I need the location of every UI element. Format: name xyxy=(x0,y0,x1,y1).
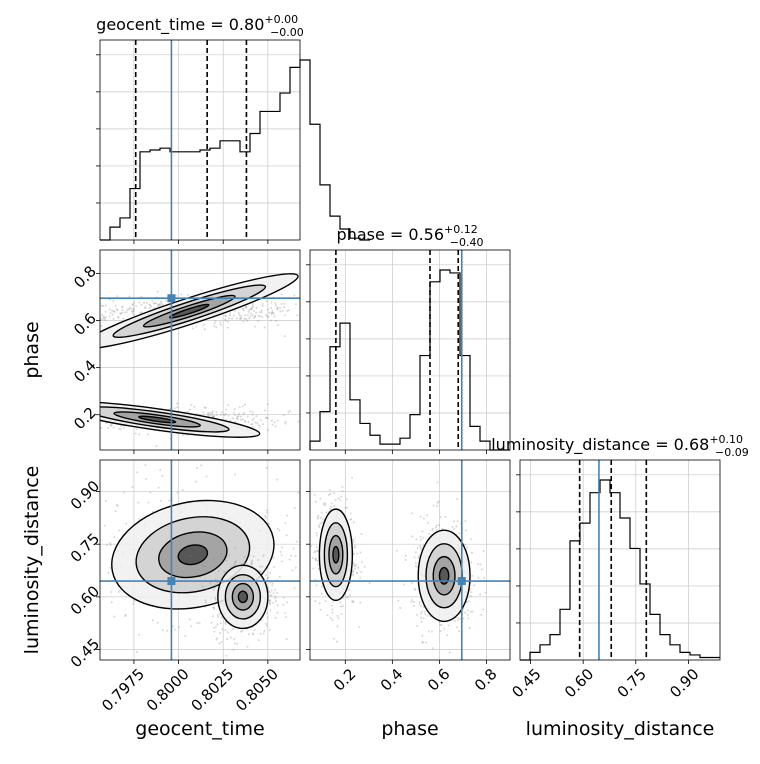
xtick-label-geocent_time-0: 0.7975 xyxy=(98,665,148,715)
xtick-label-geocent_time-2: 0.8025 xyxy=(188,665,238,715)
xtick-label-phase-1: 0.4 xyxy=(377,665,407,695)
hist-step-phase xyxy=(309,269,510,451)
title-phase: phase = 0.56+0.12 −0.40 xyxy=(337,223,484,249)
hist-bar-geocent_time-20 xyxy=(300,60,310,240)
hist-step-geocent_time xyxy=(100,59,370,241)
panel-luminosity_distance-vs-geocent_time xyxy=(96,459,301,664)
title-geocent_time: geocent_time = 0.80+0.00 −0.00 xyxy=(96,13,304,39)
panel-luminosity_distance-vs-geocent_time-frame xyxy=(99,459,301,661)
xtick-label-luminosity_distance-2: 0.75 xyxy=(614,665,650,701)
xtick-label-phase-0: 0.2 xyxy=(330,665,360,695)
hist-step-luminosity_distance xyxy=(520,479,720,661)
hist-bar-geocent_time-21 xyxy=(310,124,320,240)
title-luminosity_distance: luminosity_distance = 0.68+0.10 −0.09 xyxy=(491,433,749,459)
panel-phase-vs-geocent_time xyxy=(96,249,301,454)
xtick-label-luminosity_distance-0: 0.45 xyxy=(508,665,544,701)
panel-luminosity_distance-vs-phase-contour-1-3 xyxy=(438,566,450,585)
ytick-label-luminosity_distance-1: 0.60 xyxy=(67,582,103,618)
xlabel-geocent_time: geocent_time xyxy=(135,718,264,740)
xtick-label-luminosity_distance-3: 0.90 xyxy=(666,665,702,701)
panel-luminosity_distance-vs-geocent_time-contour-1-3 xyxy=(237,590,249,604)
panel-luminosity_distance-vs-geocent_time-content xyxy=(100,460,300,660)
xtick-label-geocent_time-3: 0.8050 xyxy=(232,665,282,715)
panel-phase-vs-geocent_time-truth-marker xyxy=(167,294,176,303)
ytick-label-luminosity_distance-0: 0.45 xyxy=(67,635,103,671)
hist-luminosity_distance-frame xyxy=(519,459,721,661)
hist-geocent_time xyxy=(96,39,370,244)
hist-geocent_time-bg xyxy=(100,40,300,240)
xtick-label-geocent_time-1: 0.8000 xyxy=(143,665,193,715)
panel-phase-vs-geocent_time-contour-0-3 xyxy=(169,303,210,319)
ylabel-phase: phase xyxy=(21,321,43,378)
panel-luminosity_distance-vs-geocent_time-contour-0-3 xyxy=(177,544,209,566)
panel-phase-vs-geocent_time-content xyxy=(100,250,300,450)
panel-luminosity_distance-vs-phase-content xyxy=(310,460,510,660)
ytick-label-luminosity_distance-3: 0.90 xyxy=(67,477,103,513)
hist-bar-geocent_time-22 xyxy=(320,185,330,240)
hist-phase xyxy=(306,249,511,454)
xlabel-phase: phase xyxy=(381,718,438,740)
hist-luminosity_distance-bg xyxy=(520,460,720,660)
ytick-label-phase-3: 0.8 xyxy=(70,262,100,292)
panel-luminosity_distance-vs-geocent_time-truth-marker xyxy=(167,577,176,586)
xlabel-luminosity_distance: luminosity_distance xyxy=(526,718,715,740)
xtick-label-phase-3: 0.8 xyxy=(471,665,501,695)
xtick-label-luminosity_distance-1: 0.60 xyxy=(561,665,597,701)
panel-luminosity_distance-vs-phase xyxy=(306,459,511,664)
ylabel-luminosity_distance: luminosity_distance xyxy=(21,466,43,655)
ytick-label-luminosity_distance-2: 0.75 xyxy=(67,530,103,566)
xtick-label-phase-2: 0.6 xyxy=(424,665,454,695)
panel-luminosity_distance-vs-phase-truth-marker xyxy=(457,577,466,586)
panel-luminosity_distance-vs-phase-frame xyxy=(309,459,511,661)
panel-phase-vs-geocent_time-contour-1-3 xyxy=(137,415,177,424)
ytick-label-phase-2: 0.6 xyxy=(70,309,100,339)
panel-luminosity_distance-vs-phase-contour-0-3 xyxy=(332,545,340,564)
ytick-label-phase-1: 0.4 xyxy=(70,356,100,386)
panel-phase-vs-geocent_time-frame xyxy=(99,249,301,451)
ytick-label-phase-0: 0.2 xyxy=(70,403,100,433)
hist-luminosity_distance xyxy=(516,459,721,664)
hist-phase-frame xyxy=(309,249,511,451)
hist-geocent_time-frame xyxy=(99,39,301,241)
